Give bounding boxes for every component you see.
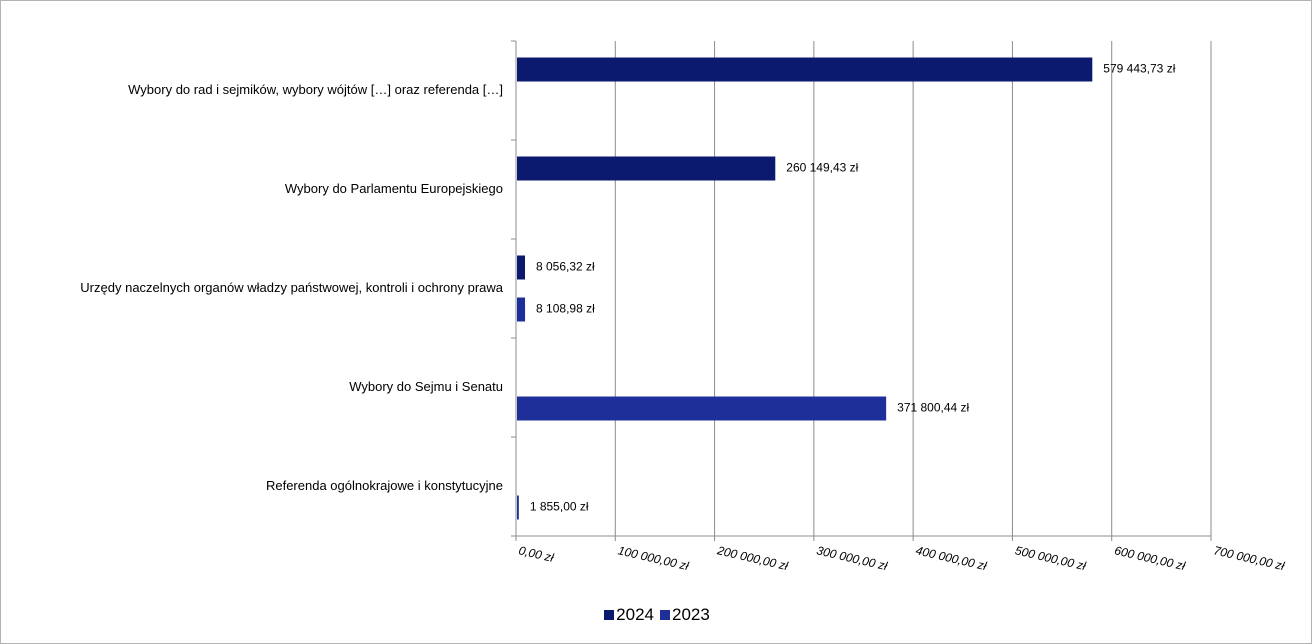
- category-label-3: Wybory do Sejmu i Senatu: [349, 379, 503, 394]
- data-label-2024-0: 579 443,73 zł: [1103, 62, 1175, 76]
- x-tick-label-3: 300 000,00 zł: [815, 543, 889, 573]
- bar-2023-3: [517, 396, 887, 421]
- data-label-2023-2: 8 108,98 zł: [536, 302, 595, 316]
- data-label-2024-1: 260 149,43 zł: [786, 161, 858, 175]
- bar-chart: 0,00 zł 100 000,00 zł 200 000,00 zł 300 000…: [80, 40, 1286, 573]
- legend-item-2024: 2024: [604, 605, 654, 625]
- legend: 2024 2023: [1, 605, 1312, 625]
- legend-swatch-2023: [660, 610, 670, 620]
- data-label-2023-4: 1 855,00 zł: [530, 500, 589, 514]
- bar-2024-1: [517, 156, 776, 181]
- x-tick-label-1: 100 000,00 zł: [617, 543, 691, 573]
- legend-swatch-2024: [604, 610, 615, 620]
- legend-label-2024: 2024: [616, 605, 654, 624]
- data-label-2023-3: 371 800,44 zł: [897, 401, 969, 415]
- bar-2024-0: [517, 57, 1093, 82]
- category-label-2: Urzędy naczelnych organów władzy państwo…: [80, 280, 503, 295]
- x-tick-label-6: 600 000,00 zł: [1113, 543, 1187, 573]
- bar-2024-2: [517, 255, 525, 280]
- x-tick-label-4: 400 000,00 zł: [914, 543, 988, 573]
- category-label-1: Wybory do Parlamentu Europejskiego: [285, 181, 503, 196]
- data-label-2024-2: 8 056,32 zł: [536, 260, 595, 274]
- bar-2023-4: [517, 495, 519, 520]
- x-tick-label-7: 700 000,00 zł: [1212, 543, 1286, 573]
- legend-item-2023: 2023: [660, 605, 710, 625]
- category-label-4: Referenda ogólnokrajowe i konstytucyjne: [266, 478, 503, 493]
- x-tick-label-5: 500 000,00 zł: [1014, 543, 1088, 573]
- bar-2023-2: [517, 297, 526, 322]
- x-tick-label-2: 200 000,00 zł: [715, 543, 790, 573]
- x-tick-label-0: 0,00 zł: [517, 543, 555, 565]
- legend-label-2023: 2023: [672, 605, 710, 624]
- category-label-0: Wybory do rad i sejmików, wybory wójtów …: [128, 82, 503, 97]
